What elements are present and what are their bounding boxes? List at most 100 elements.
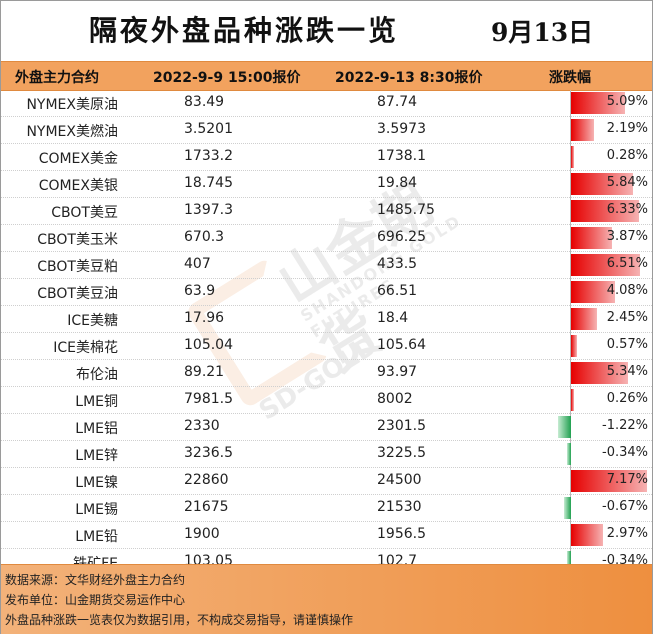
page-title: 隔夜外盘品种涨跌一览 <box>89 14 400 47</box>
change-cell: -0.34% <box>567 443 651 465</box>
contract-name: NYMEX美燃油 <box>26 124 118 140</box>
table-row: ICE美棉花 105.04 105.64 0.57% <box>1 333 652 360</box>
table-row: NYMEX美燃油 3.5201 3.5973 2.19% <box>1 117 652 144</box>
change-divider <box>570 90 571 576</box>
change-bar-positive <box>571 308 597 330</box>
change-cell: 0.26% <box>571 389 651 411</box>
curr-quote: 1485.75 <box>377 202 435 218</box>
change-cell: -0.67% <box>564 497 651 519</box>
table-row: CBOT美豆油 63.9 66.51 4.08% <box>1 279 652 306</box>
change-bar-positive <box>571 254 640 276</box>
change-cell: 3.87% <box>571 227 651 249</box>
curr-quote: 1956.5 <box>377 526 426 542</box>
table-row: 布伦油 89.21 93.97 5.34% <box>1 360 652 387</box>
header-curr-quote: 2022-9-13 8:30报价 <box>335 70 483 86</box>
curr-quote: 105.64 <box>377 337 426 353</box>
prev-quote: 7981.5 <box>184 391 233 407</box>
curr-quote: 1738.1 <box>377 148 426 164</box>
change-bar-negative <box>567 443 571 465</box>
change-percent: 0.57% <box>606 337 648 352</box>
header-change: 涨跌幅 <box>549 70 591 86</box>
change-bar-positive <box>571 470 647 492</box>
contract-name: 布伦油 <box>76 367 118 383</box>
title-row: 隔夜外盘品种涨跌一览 9月13日 <box>1 1 652 61</box>
prev-quote: 18.745 <box>184 175 233 191</box>
change-cell: 2.45% <box>571 308 651 330</box>
change-bar-positive <box>571 119 594 141</box>
header-contract: 外盘主力合约 <box>15 70 99 86</box>
table-row: CBOT美豆 1397.3 1485.75 6.33% <box>1 198 652 225</box>
curr-quote: 66.51 <box>377 283 418 299</box>
change-percent: -0.34% <box>602 445 648 460</box>
change-cell: 5.84% <box>571 173 651 195</box>
table-row: CBOT美玉米 670.3 696.25 3.87% <box>1 225 652 252</box>
contract-name: ICE美棉花 <box>53 340 118 356</box>
change-bar-positive <box>571 200 639 222</box>
change-cell: -1.22% <box>558 416 651 438</box>
change-percent: 5.09% <box>606 94 648 109</box>
contract-name: NYMEX美原油 <box>26 97 118 113</box>
report-date: 9月13日 <box>491 18 594 47</box>
change-bar-positive <box>571 92 625 114</box>
table-row: ICE美糖 17.96 18.4 2.45% <box>1 306 652 333</box>
change-bar-positive <box>571 281 615 303</box>
change-bar-positive <box>571 335 577 357</box>
change-bar-negative <box>567 551 571 573</box>
curr-quote: 21530 <box>377 499 422 515</box>
table-body: NYMEX美原油 83.49 87.74 5.09% NYMEX美燃油 3.5201 3.5… <box>1 90 652 576</box>
footer: 数据来源：文华财经外盘主力合约 发布单位：山金期货交易运作中心 外盘品种涨跌一览… <box>1 564 652 634</box>
change-percent: 0.26% <box>606 391 648 406</box>
change-cell: 6.51% <box>571 254 651 276</box>
change-percent: 3.87% <box>606 229 648 244</box>
footer-source: 数据来源：文华财经外盘主力合约 <box>5 573 186 587</box>
contract-name: LME锡 <box>75 502 118 518</box>
prev-quote: 1397.3 <box>184 202 233 218</box>
curr-quote: 3225.5 <box>377 445 426 461</box>
table-row: COMEX美银 18.745 19.84 5.84% <box>1 171 652 198</box>
table-row: LME锌 3236.5 3225.5 -0.34% <box>1 441 652 468</box>
change-percent: 6.33% <box>606 202 648 217</box>
contract-name: COMEX美银 <box>38 178 118 194</box>
table-row: LME铜 7981.5 8002 0.26% <box>1 387 652 414</box>
curr-quote: 24500 <box>377 472 422 488</box>
curr-quote: 18.4 <box>377 310 409 326</box>
change-cell: 5.34% <box>571 362 651 384</box>
change-percent: 5.84% <box>606 175 648 190</box>
change-bar-positive <box>571 227 612 249</box>
prev-quote: 3.5201 <box>184 121 233 137</box>
contract-name: CBOT美豆粕 <box>37 259 118 275</box>
change-percent: 2.19% <box>606 121 648 136</box>
prev-quote: 407 <box>184 256 211 272</box>
prev-quote: 670.3 <box>184 229 225 245</box>
change-percent: 0.28% <box>606 148 648 163</box>
header-prev-quote: 2022-9-9 15:00报价 <box>153 70 301 86</box>
change-percent: 6.51% <box>606 256 648 271</box>
prev-quote: 89.21 <box>184 364 225 380</box>
curr-quote: 433.5 <box>377 256 418 272</box>
table-row: LME镍 22860 24500 7.17% <box>1 468 652 495</box>
curr-quote: 696.25 <box>377 229 426 245</box>
table-header: 外盘主力合约 2022-9-9 15:00报价 2022-9-13 8:30报价… <box>1 61 652 91</box>
prev-quote: 17.96 <box>184 310 225 326</box>
contract-name: COMEX美金 <box>38 151 118 167</box>
table-row: CBOT美豆粕 407 433.5 6.51% <box>1 252 652 279</box>
change-percent: -1.22% <box>602 418 648 433</box>
contract-name: CBOT美玉米 <box>37 232 118 248</box>
change-bar-positive <box>571 173 633 195</box>
change-percent: -0.67% <box>602 499 648 514</box>
change-cell: 0.57% <box>571 335 651 357</box>
contract-name: CBOT美豆油 <box>37 286 118 302</box>
curr-quote: 2301.5 <box>377 418 426 434</box>
curr-quote: 19.84 <box>377 175 418 191</box>
change-percent: 2.45% <box>606 310 648 325</box>
change-cell: 6.33% <box>571 200 651 222</box>
prev-quote: 83.49 <box>184 94 225 110</box>
prev-quote: 2330 <box>184 418 220 434</box>
contract-name: LME镍 <box>75 475 118 491</box>
table-row: LME铅 1900 1956.5 2.97% <box>1 522 652 549</box>
change-bar-positive <box>571 362 628 384</box>
table-row: LME铝 2330 2301.5 -1.22% <box>1 414 652 441</box>
change-percent: 2.97% <box>606 526 648 541</box>
footer-publisher: 发布单位：山金期货交易运作中心 <box>5 593 186 607</box>
